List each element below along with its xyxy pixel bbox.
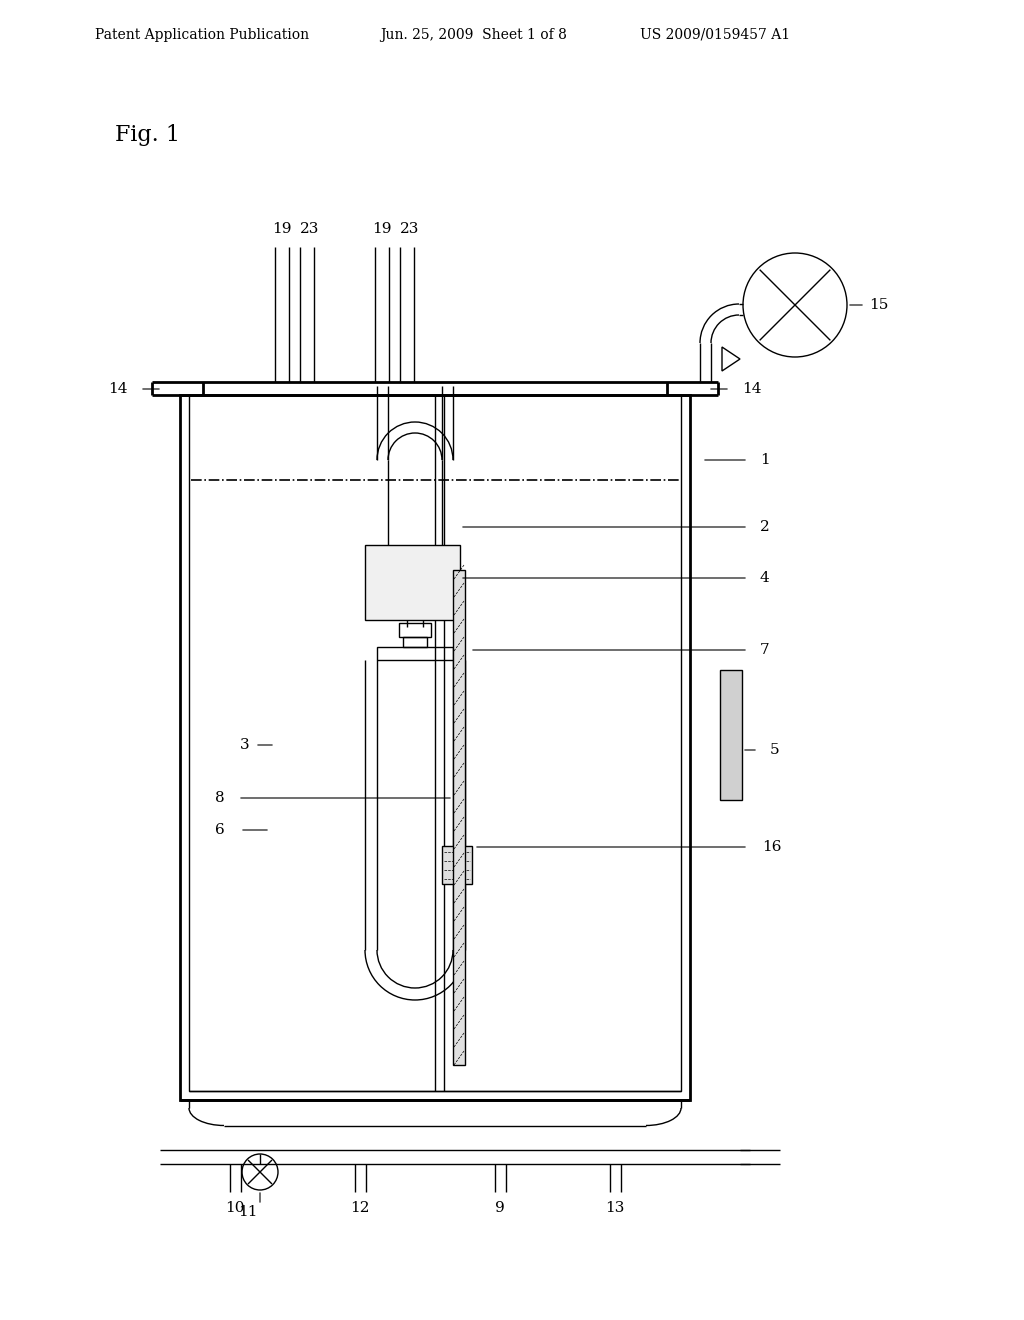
Text: 11: 11 (239, 1205, 258, 1218)
Text: 14: 14 (109, 381, 128, 396)
Text: 1: 1 (760, 453, 770, 467)
Text: 15: 15 (869, 298, 889, 312)
Text: 19: 19 (373, 222, 392, 236)
Text: 23: 23 (300, 222, 319, 236)
Text: 14: 14 (742, 381, 762, 396)
Bar (403, 638, 427, 647)
Bar (720, 671, 742, 800)
Text: 16: 16 (762, 840, 781, 854)
Text: 7: 7 (760, 643, 770, 657)
Bar (399, 623, 431, 638)
Text: 12: 12 (350, 1201, 370, 1214)
Text: 9: 9 (496, 1201, 505, 1214)
Text: 13: 13 (605, 1201, 625, 1214)
Text: Patent Application Publication: Patent Application Publication (95, 28, 309, 42)
Text: 8: 8 (215, 791, 225, 805)
Text: 19: 19 (272, 222, 292, 236)
Text: 4: 4 (760, 572, 770, 585)
Bar (377, 647, 453, 660)
Text: 6: 6 (215, 822, 225, 837)
Text: Fig. 1: Fig. 1 (115, 124, 180, 147)
Text: US 2009/0159457 A1: US 2009/0159457 A1 (640, 28, 791, 42)
Text: 23: 23 (400, 222, 420, 236)
Bar (365, 545, 460, 620)
Bar (189, 395, 681, 1092)
Bar (180, 395, 690, 1100)
Text: 5: 5 (770, 743, 779, 756)
Text: 2: 2 (760, 520, 770, 535)
Text: 3: 3 (241, 738, 250, 752)
Text: 10: 10 (225, 1201, 245, 1214)
Bar (442, 846, 472, 884)
Text: Jun. 25, 2009  Sheet 1 of 8: Jun. 25, 2009 Sheet 1 of 8 (380, 28, 567, 42)
Bar (453, 570, 465, 1065)
